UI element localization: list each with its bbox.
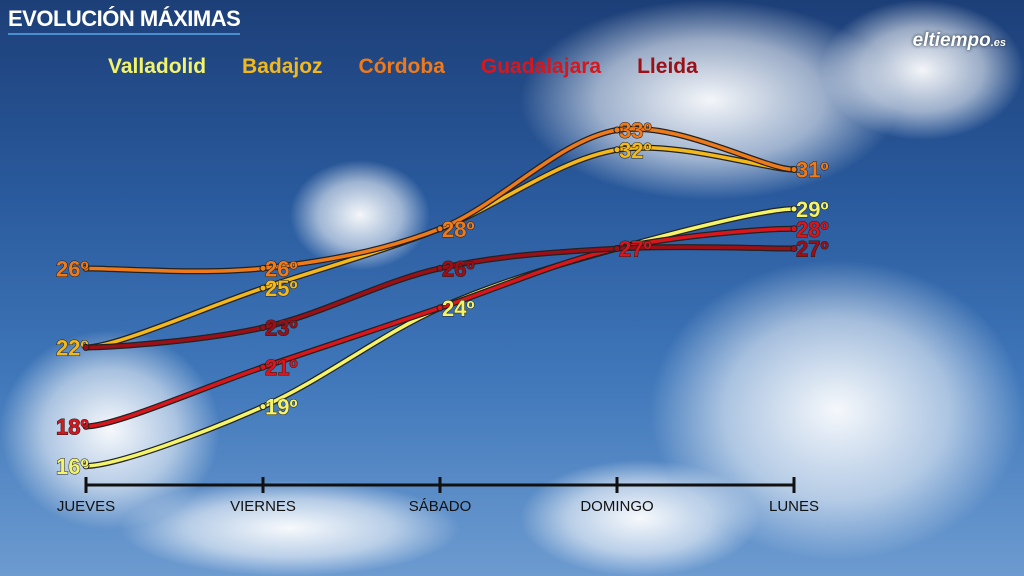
data-label-lleida: 27º [796,237,829,262]
point-guadalajara [82,422,90,430]
x-tick-label: LUNES [769,498,819,515]
data-label-valladolid: 16º [56,454,89,479]
chart-title: EVOLUCIÓN MÁXIMAS [8,6,241,35]
series-line-guadalajara [85,227,795,429]
data-label-guadalajara: 21º [265,355,298,380]
point-badajoz [259,284,267,292]
data-label-córdoba: 31º [796,158,829,183]
data-label-valladolid: 24º [442,296,475,321]
point-córdoba [259,264,267,272]
series-outline-lleida [85,244,795,351]
series-line-lleida [85,245,795,350]
data-label-lleida: 26º [442,256,475,281]
point-córdoba [82,264,90,272]
legend-item-badajoz: Badajoz [242,55,323,78]
point-badajoz [613,146,621,154]
cloud [520,460,760,576]
point-lleida [790,245,798,253]
legend-item-valladolid: Valladolid [108,55,207,78]
data-label-badajoz: 25º [265,276,298,301]
legend-item-córdoba: Córdoba [358,55,445,78]
point-guadalajara [790,225,798,233]
point-valladolid [790,205,798,213]
x-tick-label: VIERNES [230,498,296,515]
point-córdoba [436,225,444,233]
x-tick-label: SÁBADO [409,498,472,515]
point-valladolid [259,403,267,411]
data-label-guadalajara: 28º [796,217,829,242]
logo-text: eltiempo [912,30,991,51]
x-tick-label: JUEVES [57,498,115,515]
point-lleida [436,264,444,272]
point-valladolid [82,462,90,470]
data-label-córdoba: 33º [619,118,652,143]
x-tick-label: DOMINGO [580,498,653,515]
point-lleida [82,343,90,351]
eltiempo-logo: eltiempo.es [913,30,1006,52]
cloud [820,0,1024,140]
point-lleida [613,245,621,253]
point-guadalajara [436,304,444,312]
legend-item-guadalajara: Guadalajara [480,55,602,78]
data-label-valladolid: 29º [796,197,829,222]
data-label-córdoba: 26º [265,256,298,281]
series-outline-guadalajara [85,225,795,430]
legend: Valladolid Badajoz Córdoba Guadalajara Lleid… [108,55,698,79]
point-córdoba [613,126,621,134]
cloud [120,480,460,576]
point-lleida [259,324,267,332]
point-córdoba [790,166,798,174]
data-label-badajoz: 32º [619,138,652,163]
data-label-córdoba: 26º [56,256,89,281]
data-label-lleida: 23º [265,316,298,341]
logo-suffix: .es [990,37,1006,49]
data-label-córdoba: 28º [442,217,475,242]
data-label-guadalajara: 27º [619,237,652,262]
legend-item-lleida: Lleida [637,55,698,78]
data-label-valladolid: 19º [265,395,298,420]
point-guadalajara [259,363,267,371]
data-label-guadalajara: 18º [56,414,89,439]
